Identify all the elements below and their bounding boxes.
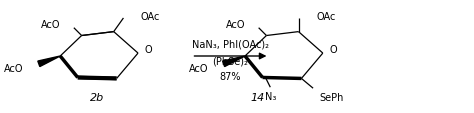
Text: O: O	[145, 45, 153, 55]
Text: AcO: AcO	[41, 20, 60, 29]
Text: AcO: AcO	[226, 20, 245, 29]
Text: AcO: AcO	[4, 63, 23, 73]
Text: 14: 14	[251, 92, 265, 102]
Text: NaN₃, PhI(OAc)₂: NaN₃, PhI(OAc)₂	[192, 39, 269, 49]
Text: O: O	[329, 45, 337, 55]
Text: SePh: SePh	[319, 92, 343, 102]
Text: AcO: AcO	[189, 63, 208, 73]
Polygon shape	[38, 56, 60, 67]
Text: 2b: 2b	[90, 92, 104, 102]
Text: 87%: 87%	[219, 72, 241, 82]
Text: OAc: OAc	[141, 12, 160, 22]
Text: (PhSe)₂: (PhSe)₂	[212, 56, 248, 66]
Text: N₃: N₃	[264, 91, 276, 101]
Polygon shape	[223, 56, 245, 67]
Text: OAc: OAc	[316, 12, 336, 22]
